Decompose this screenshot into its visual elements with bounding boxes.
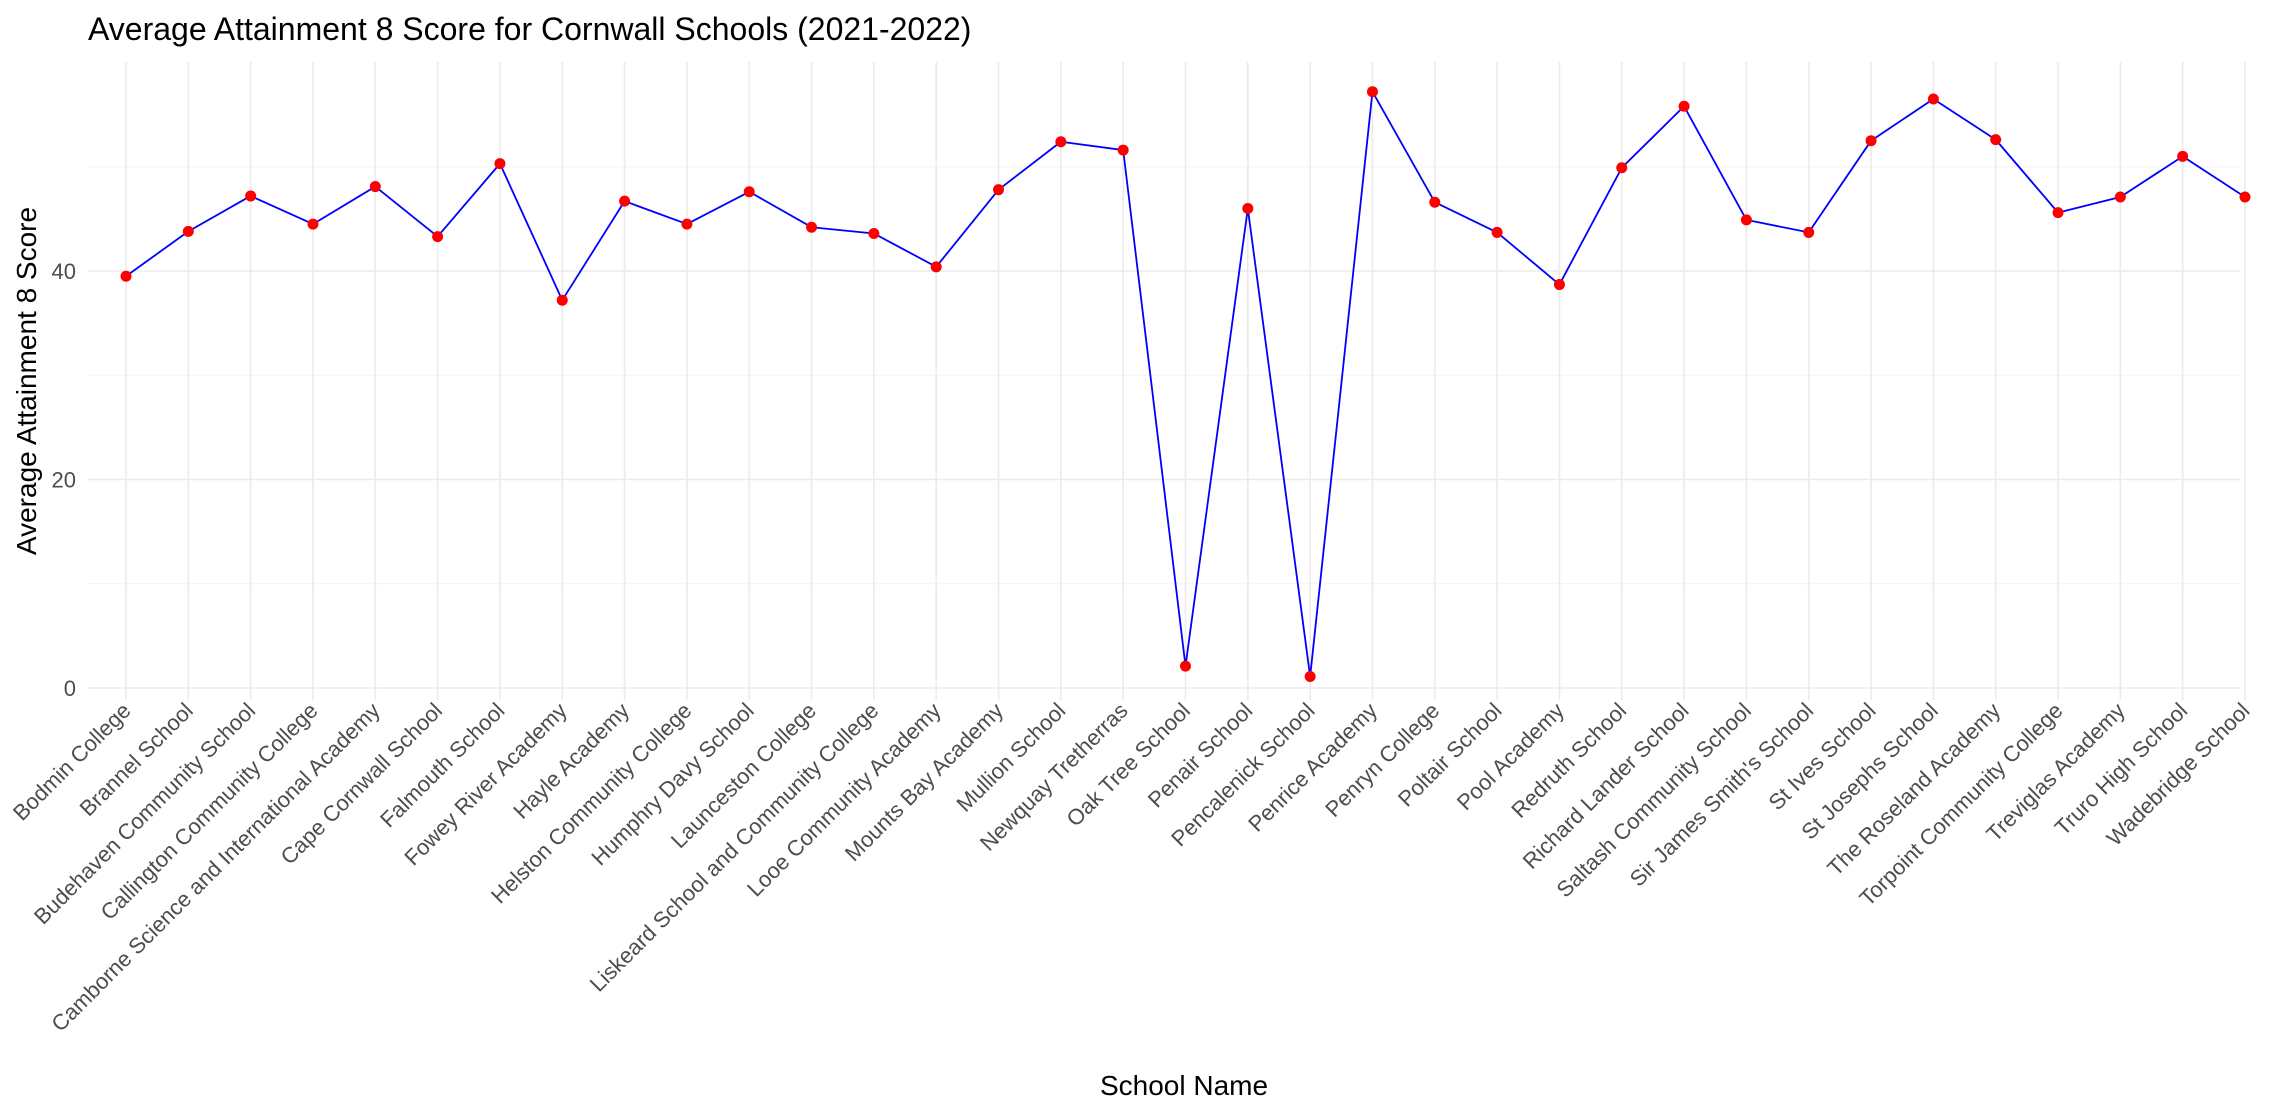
y-tick-label: 0 <box>64 676 76 701</box>
data-point <box>494 158 506 170</box>
data-point <box>1429 196 1441 208</box>
chart-title: Average Attainment 8 Score for Cornwall … <box>88 11 971 47</box>
data-point <box>930 261 942 273</box>
data-point <box>1117 144 1129 156</box>
data-point <box>1927 93 1939 105</box>
grid <box>88 62 2246 700</box>
data-point <box>369 181 381 193</box>
data-point <box>1990 134 2002 146</box>
data-point <box>1055 136 1067 148</box>
data-points <box>120 86 2251 683</box>
y-axis-ticks: 0 20 40 <box>52 259 76 701</box>
y-tick-label: 20 <box>52 468 76 493</box>
data-point <box>1553 279 1565 291</box>
data-point <box>1242 202 1254 214</box>
data-point <box>868 227 880 239</box>
data-point <box>681 218 693 230</box>
data-point <box>1740 214 1752 226</box>
data-point <box>307 218 319 230</box>
x-tick-label: St Ives School <box>1763 698 1880 815</box>
data-point <box>432 231 444 243</box>
data-point <box>245 190 257 202</box>
data-point <box>2114 191 2126 203</box>
data-point <box>1865 135 1877 147</box>
data-point <box>993 184 1005 196</box>
data-point <box>556 294 568 306</box>
x-axis-title: School Name <box>1100 1070 1268 1101</box>
data-point <box>2177 150 2189 162</box>
y-tick-label: 40 <box>52 259 76 284</box>
data-point <box>806 221 818 233</box>
x-tick-label: Liskeard School and Community College <box>585 698 884 997</box>
y-axis-title: Average Attainment 8 Score <box>11 207 42 555</box>
data-point <box>2052 207 2064 219</box>
data-point <box>1803 226 1815 238</box>
data-point <box>619 195 631 207</box>
data-point <box>1366 86 1378 98</box>
data-point <box>1678 100 1690 112</box>
data-point <box>743 186 755 198</box>
data-point <box>120 270 132 282</box>
data-point <box>1616 162 1628 174</box>
data-point <box>1304 671 1316 683</box>
data-point <box>2239 191 2251 203</box>
x-tick-label: Mullion School <box>952 698 1071 817</box>
x-tick-label: Pool Academy <box>1452 698 1569 815</box>
data-point <box>1180 660 1191 672</box>
data-point <box>1491 226 1503 238</box>
data-point <box>182 225 194 237</box>
x-tick-label: Brannel School <box>75 698 198 821</box>
